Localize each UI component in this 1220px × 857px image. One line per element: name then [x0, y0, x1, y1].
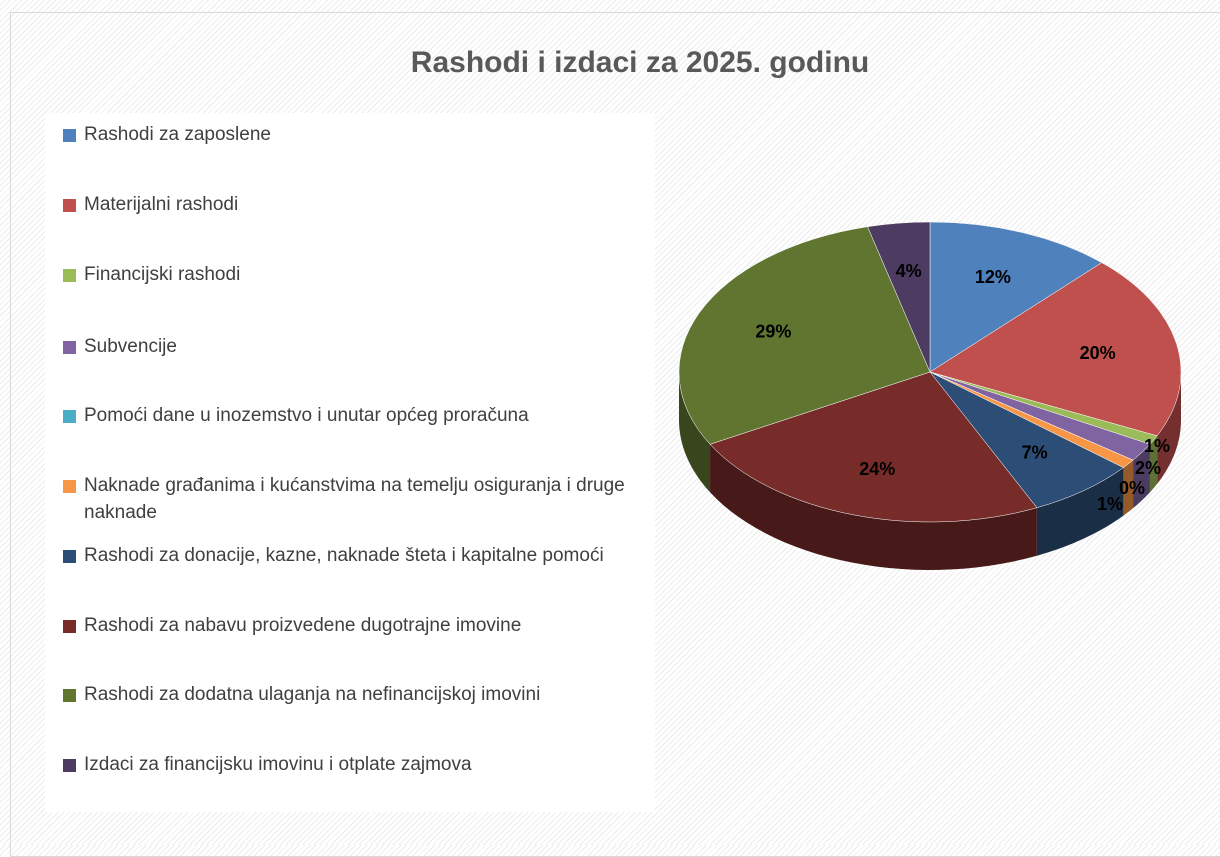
- legend-item: Rashodi za zaposlene: [63, 121, 674, 148]
- slice: [709, 371, 1038, 523]
- slice: [867, 221, 931, 373]
- legend-item: Materijalni rashodi: [63, 191, 674, 218]
- legend-label: Rashodi za zaposlene: [84, 124, 271, 145]
- data-label: 4%: [896, 261, 922, 281]
- legend-item: Financijski rashodi: [63, 261, 674, 288]
- slice-side: [1133, 444, 1150, 509]
- slice-side: [1149, 435, 1158, 493]
- legend-item: Pomoći dane u inozemstvo i unutar općeg …: [63, 402, 674, 429]
- data-label: 12%: [975, 267, 1011, 287]
- slice: [929, 371, 1124, 509]
- slice: [929, 262, 1182, 437]
- data-label: 24%: [859, 459, 895, 479]
- legend-label: Izdaci za financijsku imovinu i otplate …: [84, 754, 472, 775]
- legend-swatch: [63, 269, 76, 282]
- data-label: 0%: [1119, 478, 1145, 498]
- legend-label: Pomoći dane u inozemstvo i unutar općeg …: [84, 405, 529, 426]
- slice: [678, 226, 931, 445]
- slice-side: [1157, 372, 1181, 484]
- legend-swatch: [63, 341, 76, 354]
- legend-item: Rashodi za nabavu proizvedene dugotrajne…: [63, 612, 674, 639]
- legend-label: Naknade građanima i kućanstvima na temel…: [84, 475, 625, 523]
- slice-side: [679, 372, 711, 493]
- slice-side: [1036, 467, 1124, 556]
- data-label: 7%: [1022, 443, 1048, 463]
- slice: [929, 221, 1103, 373]
- legend: Rashodi za zaposlene Materijalni rashodi F…: [45, 113, 655, 812]
- legend-swatch: [63, 480, 76, 493]
- legend-swatch: [63, 199, 76, 212]
- legend-item: Izdaci za financijsku imovinu i otplate …: [63, 751, 674, 778]
- legend-swatch: [63, 410, 76, 423]
- legend-item: Rashodi za dodatna ulaganja na nefinanci…: [63, 681, 674, 708]
- legend-item: Rashodi za donacije, kazne, naknade štet…: [63, 542, 674, 569]
- data-label: 29%: [755, 321, 791, 341]
- data-label: 20%: [1080, 343, 1116, 363]
- legend-item: Naknade građanima i kućanstvima na temel…: [63, 472, 674, 526]
- legend-swatch: [63, 620, 76, 633]
- legend-label: Materijalni rashodi: [84, 194, 239, 215]
- legend-label: Financijski rashodi: [84, 264, 241, 285]
- legend-swatch: [63, 759, 76, 772]
- legend-label: Rashodi za donacije, kazne, naknade štet…: [84, 545, 604, 566]
- legend-swatch: [63, 689, 76, 702]
- data-label: 1%: [1144, 436, 1170, 456]
- slice-side: [1123, 460, 1134, 516]
- legend-label: Subvencije: [84, 336, 177, 357]
- legend-label: Rashodi za dodatna ulaganja na nefinanci…: [84, 684, 541, 705]
- legend-swatch: [63, 129, 76, 142]
- chart-title: Rashodi i izdaci za 2025. godinu: [411, 46, 869, 79]
- legend-swatch: [63, 550, 76, 563]
- legend-item: Subvencije: [63, 333, 674, 360]
- slice-side: [710, 444, 1037, 570]
- legend-label: Rashodi za nabavu proizvedene dugotrajne…: [84, 615, 522, 636]
- data-label: 1%: [1097, 494, 1123, 514]
- data-label: 2%: [1135, 458, 1161, 478]
